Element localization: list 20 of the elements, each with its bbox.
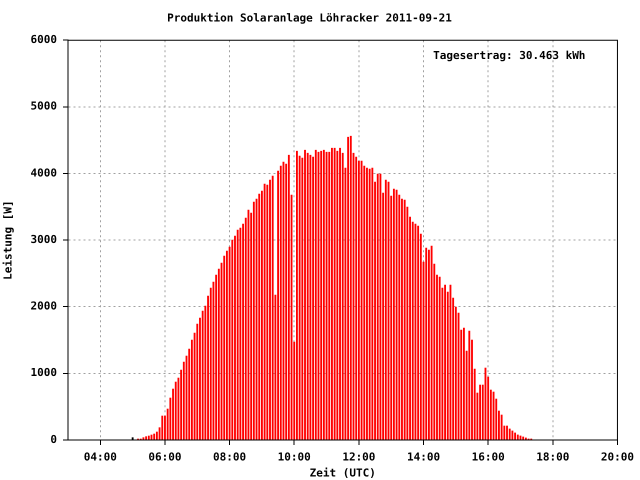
y-tick-label: 1000 — [30, 366, 57, 380]
y-tick-label: 6000 — [30, 33, 57, 46]
x-tick-label: 14:00 — [406, 450, 440, 464]
x-tick-label: 12:00 — [342, 450, 376, 464]
x-axis-title: Zeit (UTC) — [310, 466, 376, 480]
y-axis-title: Leistung [W] — [1, 200, 14, 280]
y-tick-label: 4000 — [30, 166, 57, 180]
x-tick-label: 10:00 — [278, 450, 311, 464]
y-tick-label: 5000 — [30, 100, 57, 113]
x-tick-label: 18:00 — [536, 450, 570, 464]
y-tick-label: 0 — [50, 432, 57, 446]
x-tick-label: 04:00 — [84, 450, 117, 464]
x-tick-label: 20:00 — [600, 450, 634, 464]
y-tick-label: 2000 — [30, 300, 57, 313]
x-tick-label: 06:00 — [148, 450, 182, 464]
annotation: Tagesertrag: 30.463 kWh — [433, 49, 586, 62]
x-tick-label: 08:00 — [213, 450, 246, 464]
chart-title: Produktion Solaranlage Löhracker 2011-09-21 — [167, 11, 452, 24]
y-tick-label: 3000 — [30, 232, 57, 246]
x-tick-label: 16:00 — [472, 450, 505, 464]
